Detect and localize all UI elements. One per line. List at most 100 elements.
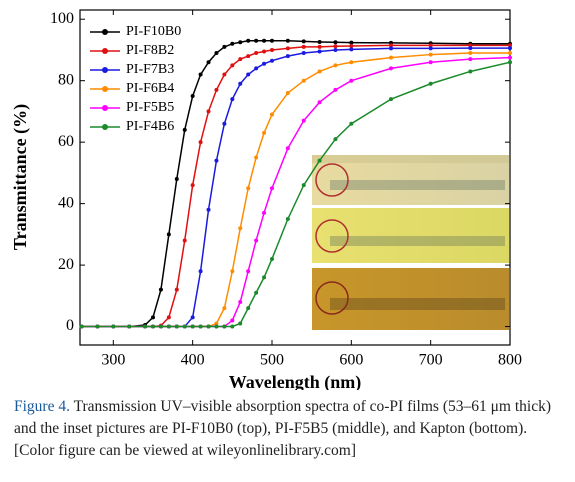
point xyxy=(269,38,274,43)
legend-marker xyxy=(102,124,108,130)
inset-detail xyxy=(315,281,349,315)
point xyxy=(468,57,473,62)
x-tick-label: 500 xyxy=(260,352,284,369)
caption-label: Figure 4. xyxy=(14,398,70,415)
point xyxy=(301,44,306,49)
point xyxy=(230,41,235,46)
point xyxy=(349,40,354,45)
y-tick-label: 60 xyxy=(58,133,74,150)
point xyxy=(349,121,354,126)
y-axis-label: Transmittance (%) xyxy=(10,104,31,250)
point xyxy=(222,44,227,49)
point xyxy=(214,321,219,326)
chart: Transmittance (%) Wavelength (nm) 0 20 40 6… xyxy=(10,9,522,390)
legend-label: PI-F10B0 xyxy=(126,24,181,39)
y-tick-label: 80 xyxy=(58,71,74,88)
point xyxy=(333,137,338,142)
inset-detail xyxy=(330,298,505,310)
point xyxy=(388,97,393,102)
x-tick-label: 800 xyxy=(498,352,522,369)
point xyxy=(158,287,163,292)
point xyxy=(254,290,259,295)
point xyxy=(254,238,259,243)
point xyxy=(508,60,512,65)
x-tick-label: 700 xyxy=(419,352,443,369)
y-tick-label: 100 xyxy=(50,10,74,27)
point xyxy=(206,60,211,65)
point xyxy=(206,324,211,329)
x-axis-label: Wavelength (nm) xyxy=(229,372,362,390)
point xyxy=(388,66,393,71)
caption-text: Transmission UV–visible absorption spect… xyxy=(14,398,552,459)
x-tick-label: 400 xyxy=(181,352,205,369)
point xyxy=(222,306,227,311)
inset-photo xyxy=(312,155,509,163)
inset-photos xyxy=(312,155,509,330)
point xyxy=(333,63,338,68)
point xyxy=(317,158,322,163)
point xyxy=(238,321,243,326)
point xyxy=(333,44,338,49)
point xyxy=(428,46,433,51)
inset-photo xyxy=(312,268,509,330)
point xyxy=(349,47,354,52)
point xyxy=(333,87,338,92)
point xyxy=(238,40,243,45)
point xyxy=(166,324,171,329)
point xyxy=(388,55,393,60)
point xyxy=(198,269,203,274)
point xyxy=(301,39,306,44)
point xyxy=(468,46,473,51)
point xyxy=(269,186,274,191)
point xyxy=(238,57,243,62)
point xyxy=(269,58,274,63)
point xyxy=(285,38,290,43)
point xyxy=(269,112,274,117)
point xyxy=(388,43,393,48)
point xyxy=(174,287,179,292)
point xyxy=(246,269,251,274)
legend-marker xyxy=(102,67,108,73)
legend-label: PI-F7B3 xyxy=(126,62,174,77)
point xyxy=(508,55,512,60)
legend-label: PI-F5B5 xyxy=(126,100,174,115)
point xyxy=(246,54,251,59)
point xyxy=(79,324,84,329)
point xyxy=(246,72,251,77)
legend-label: PI-F8B2 xyxy=(126,43,174,58)
point xyxy=(285,90,290,95)
inset-detail xyxy=(315,163,349,197)
point xyxy=(182,324,187,329)
point xyxy=(333,40,338,45)
plot-frame xyxy=(79,9,511,346)
point xyxy=(317,49,322,54)
point xyxy=(428,81,433,86)
point xyxy=(111,324,116,329)
x-tick-label: 300 xyxy=(101,352,125,369)
point xyxy=(285,54,290,59)
point xyxy=(317,69,322,74)
point xyxy=(190,315,195,320)
inset-photo xyxy=(312,155,509,205)
y-tick-label: 40 xyxy=(58,194,74,211)
point xyxy=(285,216,290,221)
point xyxy=(333,47,338,52)
point xyxy=(198,72,203,77)
point xyxy=(285,46,290,51)
x-tick-label: 600 xyxy=(339,352,363,369)
legend-label: PI-F6B4 xyxy=(126,81,174,96)
point xyxy=(190,324,195,329)
point xyxy=(254,51,259,56)
point xyxy=(182,238,187,243)
point xyxy=(190,94,195,99)
point xyxy=(166,232,171,237)
point xyxy=(262,275,267,280)
point xyxy=(468,43,473,48)
point xyxy=(127,324,132,329)
point xyxy=(468,69,473,74)
caption: Figure 4. Transmission UV–visible absorp… xyxy=(14,396,562,462)
point xyxy=(222,72,227,77)
point xyxy=(262,49,267,54)
point xyxy=(166,315,171,320)
point xyxy=(508,46,512,51)
